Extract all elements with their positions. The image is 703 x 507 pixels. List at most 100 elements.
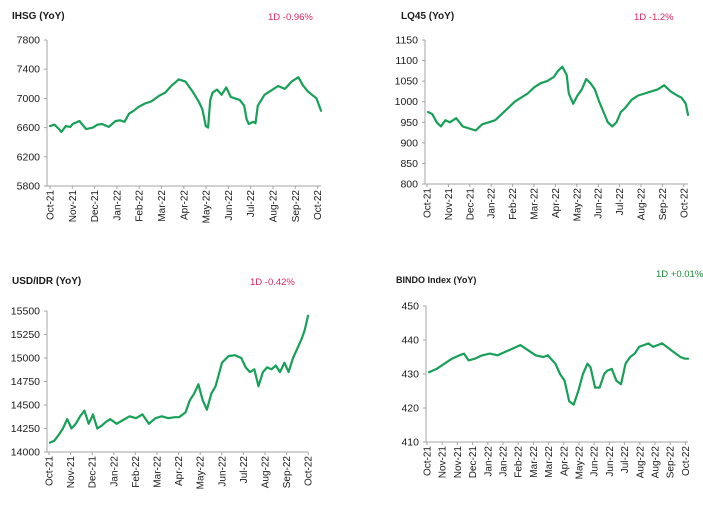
- y-tick-label: 410: [401, 437, 419, 449]
- daily-change-badge: 1D -1.2%: [634, 12, 674, 23]
- x-tick-label: Feb-22: [508, 188, 519, 220]
- x-tick-label: Jun-22: [224, 190, 235, 221]
- y-tick-label: 800: [400, 179, 418, 191]
- x-tick-label: Dec-21: [88, 456, 99, 489]
- y-tick-label: 14500: [11, 400, 40, 412]
- x-tick-label: Mar-22: [544, 446, 555, 478]
- ihsg-line-chart: 7800 7400 7000 6600 6200 5800 Oct-21 Nov-21 Dec-…: [17, 35, 324, 224]
- y-tick-label: 440: [401, 335, 419, 347]
- y-tick-label: 900: [400, 137, 418, 149]
- x-tick-label: Apr-22: [179, 190, 190, 220]
- x-tick-label: Nov-21: [444, 188, 455, 221]
- x-tick-label: Jul-22: [239, 456, 250, 484]
- x-tick-label: Apr-22: [559, 446, 570, 476]
- x-tick-label: Jun-22: [217, 456, 228, 487]
- x-tick-label: Sep-22: [658, 188, 669, 221]
- x-tick-label: Aug-22: [635, 446, 646, 479]
- x-tick-label: Oct-21: [46, 190, 57, 220]
- x-tick-label: Dec-21: [90, 190, 101, 223]
- x-tick-label: May-22: [572, 188, 583, 222]
- bindo-line-chart: 450 440 430 420 410 Oct-21 Nov-21 Nov-21 Dec-21 J…: [401, 301, 692, 480]
- x-tick-label: Jun-22: [605, 446, 616, 477]
- y-tick-label: 15500: [11, 306, 40, 318]
- x-tick-label: Jun-22: [590, 446, 601, 477]
- x-tick-label: Dec-21: [468, 446, 479, 479]
- x-tick-label: May-22: [575, 446, 586, 480]
- y-tick-label: 950: [400, 117, 418, 129]
- x-tick-label: Aug-22: [651, 446, 662, 479]
- x-tick-label: Apr-22: [174, 456, 185, 486]
- daily-change-badge: 1D -0.42%: [250, 277, 295, 288]
- x-tick-label: Jan-22: [483, 446, 494, 477]
- x-tick-label: Oct-22: [313, 190, 324, 220]
- y-tick-label: 6200: [17, 151, 41, 163]
- usdidr-chart-panel: USD/IDR (YoY) 1D -0.42% 15500 15250 15000 1…: [0, 253, 352, 507]
- x-tick-label: Apr-22: [551, 188, 562, 218]
- x-tick-label: Sep-22: [291, 190, 302, 223]
- x-tick-label: Oct-22: [679, 188, 690, 218]
- y-tick-label: 850: [400, 158, 418, 170]
- series-line: [426, 65, 690, 132]
- y-tick-label: 450: [401, 301, 419, 313]
- y-tick-label: 1100: [395, 55, 418, 67]
- x-tick-label: Jul-22: [620, 446, 631, 474]
- x-tick-label: Jan-22: [112, 190, 123, 221]
- x-tick-label: Nov-21: [438, 446, 449, 479]
- x-tick-label: Mar-22: [529, 446, 540, 478]
- y-tick-label: 15250: [11, 329, 40, 341]
- y-tick-label: 15000: [11, 353, 40, 365]
- x-tick-label: Jan-22: [487, 188, 498, 219]
- y-tick-label: 14000: [11, 447, 40, 459]
- y-tick-label: 430: [401, 369, 419, 381]
- x-tick-label: Mar-22: [157, 190, 168, 222]
- x-tick-label: Oct-21: [423, 446, 434, 476]
- x-tick-label: Sep-22: [282, 456, 293, 489]
- x-tick-label: Mar-22: [530, 188, 541, 220]
- y-tick-label: 1050: [395, 76, 419, 88]
- chart-title: BINDO Index (YoY): [396, 275, 477, 285]
- x-tick-label: May-22: [202, 190, 213, 224]
- x-tick-label: Jan-22: [109, 456, 120, 487]
- series-line: [427, 342, 690, 406]
- x-tick-label: Oct-21: [423, 188, 434, 218]
- y-tick-label: 7000: [17, 93, 41, 105]
- y-tick-label: 14250: [11, 423, 40, 435]
- chart-title: IHSG (YoY): [12, 11, 65, 22]
- x-tick-label: Aug-22: [269, 190, 280, 223]
- x-tick-label: Nov-21: [453, 446, 464, 479]
- x-tick-label: Nov-21: [68, 190, 79, 223]
- x-tick-label: Aug-22: [261, 456, 272, 489]
- ihsg-chart-panel: IHSG (YoY) 1D -0.96% 7800 7400 7000 6600 620…: [0, 0, 352, 253]
- y-tick-label: 7400: [17, 64, 41, 76]
- chart-title: LQ45 (YoY): [401, 11, 455, 22]
- lq45-line-chart: 1150 1100 1050 1000 950 900 850 800 Oct-21 Nov-21…: [395, 35, 691, 222]
- x-tick-label: May-22: [196, 456, 207, 490]
- x-tick-label: Feb-22: [135, 190, 146, 222]
- x-tick-label: Oct-22: [681, 446, 692, 476]
- chart-title: USD/IDR (YoY): [12, 276, 82, 287]
- lq45-chart-panel: LQ45 (YoY) 1D -1.2% 1150 1100 1050 1000 950 9…: [352, 0, 703, 253]
- x-tick-label: Jul-22: [615, 188, 626, 216]
- x-tick-label: Sep-22: [666, 446, 677, 479]
- y-tick-label: 6600: [17, 122, 41, 134]
- y-tick-label: 420: [401, 403, 419, 415]
- y-tick-label: 1000: [395, 96, 419, 108]
- y-tick-label: 1150: [395, 35, 418, 47]
- y-tick-label: 14750: [11, 376, 40, 388]
- usdidr-line-chart: 15500 15250 15000 14750 14500 14250 14000 Oct-2…: [11, 306, 315, 490]
- x-tick-label: Feb-22: [131, 456, 142, 488]
- x-tick-label: Feb-22: [514, 446, 525, 478]
- daily-change-badge: 1D +0.01%: [656, 269, 703, 280]
- x-tick-label: Jun-22: [594, 188, 605, 219]
- y-tick-label: 5800: [17, 181, 41, 193]
- series-line: [48, 76, 323, 134]
- daily-change-badge: 1D -0.96%: [268, 12, 313, 23]
- x-tick-label: Jan-22: [499, 446, 510, 477]
- y-tick-label: 7800: [17, 35, 41, 47]
- x-tick-label: Oct-21: [45, 456, 56, 486]
- x-tick-label: Oct-22: [304, 456, 315, 486]
- x-tick-label: Mar-22: [153, 456, 164, 488]
- x-tick-label: Nov-21: [66, 456, 77, 489]
- x-tick-label: Dec-21: [465, 188, 476, 221]
- bindo-chart-panel: BINDO Index (YoY) 1D +0.01% 450 440 430 420…: [352, 253, 703, 507]
